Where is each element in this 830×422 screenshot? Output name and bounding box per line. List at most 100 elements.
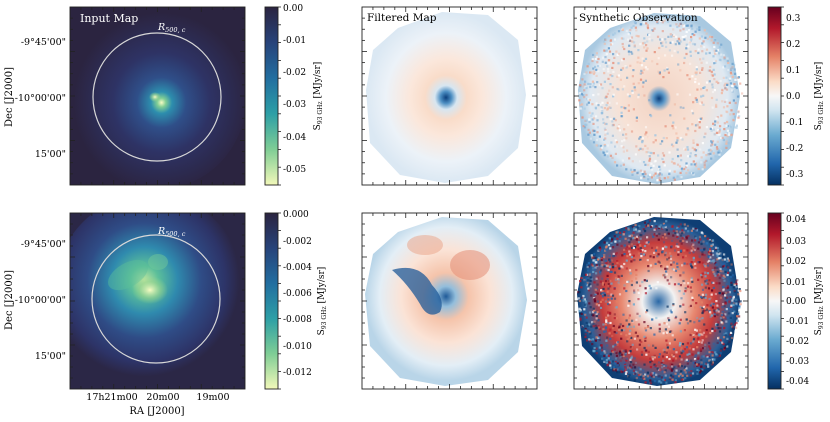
noise-pixel — [702, 151, 705, 154]
noise-pixel — [738, 288, 741, 291]
noise-pixel — [673, 283, 677, 286]
noise-pixel — [662, 274, 665, 277]
noise-pixel — [600, 106, 603, 109]
noise-pixel — [662, 241, 666, 244]
noise-pixel — [701, 355, 704, 358]
noise-pixel — [699, 117, 702, 120]
noise-pixel — [713, 39, 716, 42]
noise-pixel — [635, 277, 638, 280]
noise-pixel — [630, 283, 633, 287]
noise-pixel — [703, 323, 706, 326]
noise-pixel — [697, 247, 700, 250]
noise-pixel — [620, 265, 623, 268]
noise-pixel — [701, 142, 704, 145]
noise-pixel — [639, 368, 642, 371]
noise-pixel — [656, 20, 659, 23]
noise-pixel — [633, 45, 636, 48]
noise-pixel — [578, 299, 582, 303]
noise-pixel — [678, 363, 682, 366]
noise-pixel — [641, 173, 644, 176]
noise-pixel — [625, 133, 628, 136]
noise-pixel — [683, 61, 686, 65]
noise-pixel — [651, 29, 654, 32]
noise-pixel — [709, 261, 712, 264]
noise-pixel — [658, 46, 661, 50]
noise-pixel — [600, 256, 604, 260]
noise-pixel — [713, 266, 717, 269]
noise-pixel — [598, 263, 601, 266]
noise-pixel — [623, 244, 626, 247]
noise-pixel — [708, 51, 711, 55]
noise-pixel — [642, 369, 645, 372]
noise-pixel — [721, 89, 724, 92]
noise-pixel — [718, 251, 722, 254]
noise-pixel — [684, 21, 687, 24]
noise-pixel — [718, 131, 721, 134]
noise-pixel — [586, 329, 589, 332]
noise-pixel — [606, 274, 609, 277]
noise-pixel — [699, 238, 702, 241]
noise-pixel — [695, 228, 698, 231]
noise-pixel — [606, 155, 609, 158]
noise-pixel — [709, 35, 712, 38]
noise-pixel — [643, 377, 646, 380]
noise-pixel — [735, 298, 738, 301]
noise-pixel — [651, 60, 654, 63]
ylabel-top: Dec [J2000] — [4, 67, 15, 127]
noise-pixel — [607, 244, 611, 247]
noise-pixel — [581, 103, 584, 106]
noise-pixel — [614, 361, 617, 364]
noise-pixel — [624, 351, 627, 354]
noise-pixel — [701, 261, 704, 264]
noise-pixel — [676, 175, 679, 178]
noise-pixel — [602, 40, 606, 43]
noise-pixel — [671, 239, 674, 242]
noise-pixel — [621, 159, 624, 162]
noise-pixel — [719, 317, 722, 320]
noise-pixel — [689, 342, 693, 345]
noise-pixel — [658, 353, 661, 356]
noise-pixel — [709, 360, 712, 363]
noise-pixel — [661, 157, 664, 160]
noise-pixel — [666, 66, 669, 69]
noise-pixel — [622, 327, 625, 330]
noise-pixel — [637, 323, 641, 326]
noise-pixel — [716, 313, 719, 316]
noise-pixel — [713, 62, 716, 65]
noise-pixel — [599, 272, 602, 275]
noise-pixel — [699, 71, 702, 74]
noise-pixel — [603, 354, 606, 357]
noise-pixel — [640, 69, 643, 72]
noise-pixel — [657, 19, 660, 22]
noise-pixel — [660, 265, 664, 268]
noise-pixel — [622, 349, 625, 352]
noise-pixel — [730, 263, 733, 266]
noise-pixel — [700, 358, 703, 361]
noise-pixel — [690, 290, 693, 293]
noise-pixel — [701, 368, 704, 371]
noise-pixel — [635, 116, 638, 119]
noise-pixel — [644, 292, 647, 295]
noise-pixel — [593, 261, 596, 264]
noise-pixel — [611, 263, 614, 266]
noise-pixel — [632, 69, 635, 72]
noise-pixel — [651, 356, 654, 359]
noise-pixel — [582, 94, 585, 97]
noise-pixel — [596, 119, 599, 122]
noise-pixel — [637, 93, 640, 96]
noise-pixel — [679, 230, 682, 233]
noise-pixel — [730, 322, 733, 325]
noise-pixel — [694, 360, 697, 363]
noise-pixel — [685, 367, 688, 370]
noise-pixel — [649, 379, 652, 382]
noise-pixel — [644, 373, 647, 376]
noise-pixel — [604, 38, 607, 41]
noise-pixel — [636, 348, 639, 351]
noise-pixel — [607, 311, 610, 314]
noise-pixel — [710, 70, 713, 73]
noise-pixel — [619, 356, 622, 359]
noise-pixel — [609, 321, 612, 325]
noise-pixel — [707, 251, 710, 254]
noise-pixel — [666, 20, 670, 23]
noise-pixel — [680, 176, 683, 179]
